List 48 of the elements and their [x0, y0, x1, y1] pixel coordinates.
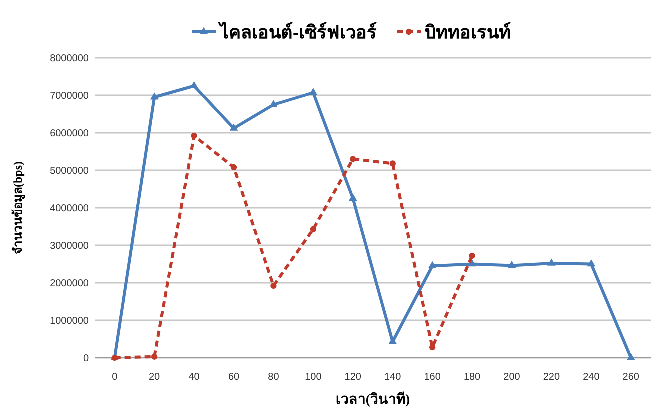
legend-label: ไคลเอนต์-เซิร์ฟเวอร์ [218, 21, 377, 42]
x-tick-label: 160 [424, 372, 442, 383]
point [468, 259, 476, 267]
point [309, 88, 318, 96]
legend-label: บิททอเรนท์ [425, 21, 511, 42]
y-tick-label: 4000000 [50, 204, 90, 214]
y-tick-label: 5000000 [50, 166, 90, 177]
y-tick-label: 6000000 [50, 128, 90, 140]
y-tick-label: 7000000 [50, 91, 90, 102]
point [230, 164, 238, 171]
point [151, 354, 158, 360]
x-tick-label: 20 [149, 372, 161, 383]
x-tick-label: 0 [112, 372, 118, 383]
point [270, 282, 277, 290]
x-tick-label: 120 [344, 372, 362, 383]
x-tick-label: 180 [464, 372, 482, 383]
point [548, 258, 556, 266]
x-tick-label: 40 [188, 372, 200, 383]
point [150, 92, 159, 100]
point [469, 252, 476, 260]
point [388, 337, 398, 344]
point [587, 259, 596, 267]
y-tick-label: 0 [83, 354, 90, 364]
x-tick-label: 100 [305, 372, 322, 383]
y-tick-label: 3000000 [50, 241, 90, 252]
x-tick-label: 220 [543, 372, 560, 383]
x-tick-label: 200 [504, 372, 521, 383]
point [390, 160, 396, 167]
y-tick-label: 2000000 [50, 278, 90, 290]
x-tick-label: 260 [622, 372, 640, 383]
y-tick-label: 1000000 [50, 316, 90, 327]
x-tick-label: 240 [583, 372, 600, 383]
y-tick-label: 8000000 [50, 54, 90, 64]
x-tick-label: 80 [268, 372, 280, 383]
point [230, 124, 238, 131]
point [429, 344, 436, 351]
point [348, 194, 358, 202]
x-axis-title: เวลา(วินาที) [336, 392, 410, 408]
x-tick-label: 60 [228, 372, 240, 383]
point [191, 132, 198, 140]
point [508, 260, 516, 268]
point [310, 226, 317, 232]
point [270, 100, 278, 108]
x-tick-label: 140 [384, 372, 402, 383]
point [626, 353, 636, 360]
point [350, 156, 356, 162]
point [428, 261, 437, 269]
y-axis-title: จำนวนข้อมูล(bps) [11, 161, 26, 255]
